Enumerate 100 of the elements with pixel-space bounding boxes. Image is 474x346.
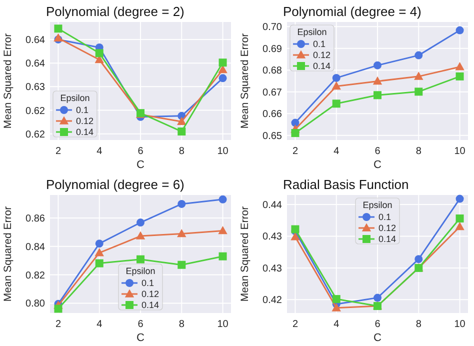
x-axis-title: C: [374, 332, 382, 344]
y-axis-title: Mean Squared Error: [239, 32, 251, 129]
point: [178, 260, 186, 269]
point: [218, 195, 227, 204]
legend-label: 0.1: [378, 212, 392, 222]
x-tick-label: 10: [454, 319, 466, 330]
x-tick-label: 8: [416, 319, 422, 330]
point: [374, 61, 382, 70]
x-tick-label: 4: [96, 319, 103, 330]
legend-label: 0.12: [142, 289, 160, 300]
y-tick-label: 0.69: [262, 44, 282, 55]
legend-label: 0.14: [142, 300, 160, 310]
legend-label: 0.12: [313, 50, 331, 60]
y-tick-label: 0.67: [262, 87, 282, 98]
chart-title: Polynomial (degree = 2): [46, 4, 184, 19]
y-tick-label: 0.43: [262, 263, 282, 274]
point: [218, 58, 227, 67]
y-tick-label: 0.82: [26, 270, 46, 282]
y-axis-title: Mean Squared Error: [2, 32, 14, 129]
x-tick-label: 10: [217, 146, 229, 157]
point: [414, 72, 424, 80]
point: [177, 116, 186, 125]
x-tick-label: 8: [178, 146, 185, 157]
y-axis-title: Mean Squared Error: [239, 206, 251, 302]
point: [332, 74, 340, 82]
legend-title: Epsilon: [126, 266, 156, 276]
point: [95, 49, 104, 58]
x-tick-label: 10: [217, 319, 229, 330]
y-tick-label: 0.64: [26, 34, 46, 46]
legend-label: 0.14: [378, 234, 396, 244]
y-tick-label: 0.44: [262, 200, 282, 212]
x-axis-title: C: [136, 159, 145, 171]
x-tick-label: 2: [55, 319, 62, 330]
point: [290, 232, 300, 240]
point: [136, 231, 146, 240]
legend-title: Epsilon: [362, 200, 392, 210]
y-tick-label: 0.62: [26, 129, 46, 140]
legend-label: 0.1: [313, 39, 326, 50]
y-tick-label: 0.66: [262, 109, 282, 120]
point: [54, 304, 62, 313]
x-tick-label: 10: [454, 146, 466, 157]
y-tick-label: 0.62: [26, 106, 46, 117]
point: [374, 294, 382, 302]
point: [456, 72, 464, 80]
point: [332, 81, 341, 90]
y-tick-label: 0.68: [262, 66, 282, 77]
x-tick-label: 2: [292, 146, 298, 157]
chart-title: Polynomial (degree = 6): [46, 177, 184, 192]
x-tick-label: 4: [334, 146, 340, 157]
point: [414, 51, 423, 60]
legend-title: Epsilon: [297, 27, 327, 37]
point: [95, 240, 104, 248]
point: [177, 228, 186, 238]
legend-label: 0.12: [378, 223, 396, 234]
y-tick-label: 0.43: [262, 232, 282, 243]
x-tick-label: 6: [138, 319, 144, 330]
point: [54, 24, 62, 33]
x-tick-label: 4: [96, 146, 103, 157]
legend-label: 0.1: [142, 278, 154, 288]
x-tick-label: 2: [55, 146, 62, 157]
y-axis-title: Mean Squared Error: [2, 206, 14, 302]
point: [455, 62, 464, 70]
x-tick-label: 6: [374, 146, 381, 157]
point: [414, 88, 423, 96]
point: [374, 91, 382, 100]
point: [332, 303, 341, 312]
point: [136, 218, 144, 227]
x-tick-label: 8: [416, 146, 422, 157]
point: [372, 76, 382, 85]
legend-label: 0.14: [313, 61, 331, 72]
point: [291, 129, 300, 138]
x-tick-label: 6: [374, 319, 381, 330]
x-tick-label: 4: [334, 319, 340, 330]
point: [332, 100, 340, 108]
point: [332, 295, 340, 304]
legend-label: 0.14: [76, 127, 94, 138]
point: [178, 200, 186, 208]
chart-title: Radial Basis Function: [283, 177, 409, 192]
x-tick-label: 8: [178, 319, 185, 330]
point: [456, 194, 464, 203]
point: [456, 214, 464, 222]
point: [414, 255, 423, 264]
y-tick-label: 0.42: [262, 295, 282, 306]
point: [218, 226, 228, 234]
chart-title: Polynomial (degree = 4): [283, 4, 422, 19]
point: [218, 74, 227, 82]
x-tick-label: 2: [292, 319, 298, 330]
y-tick-label: 0.64: [26, 58, 46, 70]
point: [136, 255, 144, 264]
y-tick-label: 0.63: [26, 82, 46, 94]
y-tick-label: 0.84: [26, 242, 46, 253]
x-tick-label: 6: [138, 146, 144, 157]
y-tick-label: 0.80: [26, 298, 46, 310]
legend-label: 0.12: [76, 116, 94, 126]
legend-title: Epsilon: [60, 93, 90, 103]
y-tick-label: 0.70: [262, 22, 282, 34]
point: [94, 248, 104, 256]
point: [455, 222, 464, 230]
point: [178, 128, 186, 136]
point: [291, 118, 300, 127]
